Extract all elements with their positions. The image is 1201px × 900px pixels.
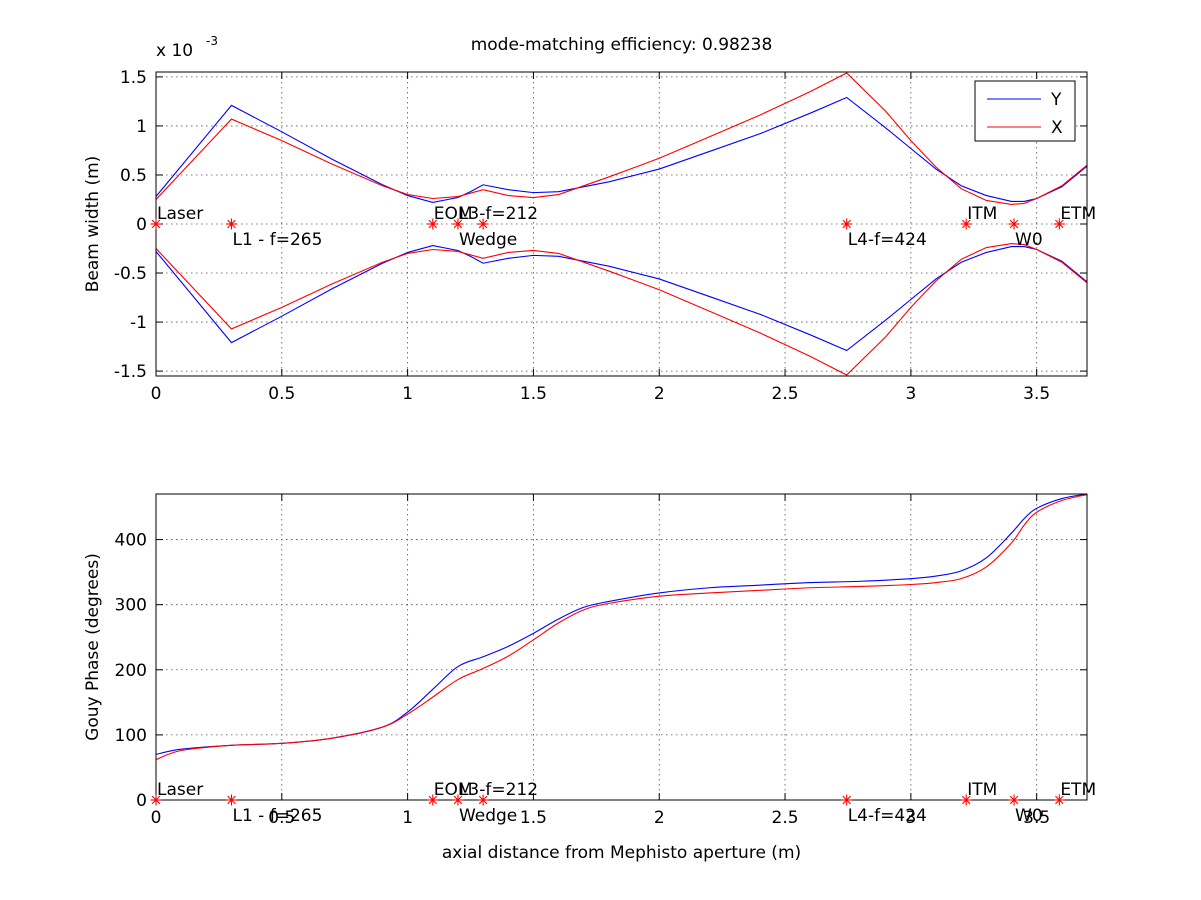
gouy-phase-component-marker: [477, 794, 489, 806]
beam-width-y-tick-label: 1: [136, 117, 147, 137]
legend-box: [974, 80, 1076, 142]
legend-label-y: Y: [1050, 90, 1062, 110]
gouy-phase-x-tick-label: 0.5: [268, 808, 295, 828]
beam-width-y-tick-label: 1.5: [120, 68, 147, 88]
beam-width-component-label: ITM: [967, 204, 997, 224]
beam-width-y-axis-label: Beam width (m): [83, 156, 103, 293]
gouy-phase-x-tick-label: 3: [905, 808, 916, 828]
beam-width-component-marker: [1053, 218, 1065, 230]
beam-width-y-tick-label: 0: [136, 215, 147, 235]
beam-width-component-label: L1 - f=265: [232, 230, 322, 250]
beam-width-legend: YX: [974, 80, 1076, 142]
beam-width-component-marker: [477, 218, 489, 230]
beam-width-x-tick-label: 1.5: [520, 384, 547, 404]
gouy-phase-x-tick-label: 0: [151, 808, 162, 828]
beam-width-series-x-line-negative: [156, 243, 1087, 376]
beam-width-chart-title: mode-matching efficiency: 0.98238: [471, 35, 773, 55]
legend-label-x: X: [1051, 118, 1063, 138]
beam-width-component-label: L3-f=212: [459, 204, 538, 224]
gouy-phase-component-marker: [1008, 794, 1020, 806]
beam-width-x-tick-label: 3.5: [1023, 384, 1050, 404]
beam-width-y-exponent-power: -3: [206, 34, 218, 48]
beam-width-y-tick-label: 0.5: [120, 166, 147, 186]
gouy-phase-series-group: [156, 494, 1087, 761]
beam-width-component-marker: [1008, 218, 1020, 230]
gouy-phase-x-tick-label: 2.5: [772, 808, 799, 828]
gouy-phase-series-red-line: [156, 494, 1087, 761]
gouy-phase-x-tick-label: 1.5: [520, 808, 547, 828]
beam-width-x-tick-label: 1: [402, 384, 413, 404]
beam-width-component-label: L4-f=424: [848, 230, 927, 250]
beam-width-component-marker: [960, 218, 972, 230]
gouy-phase-component-marker: [150, 794, 162, 806]
gouy-phase-axes-box: [155, 493, 1088, 801]
gouy-phase-component-label: L3-f=212: [459, 780, 538, 800]
gouy-phase-y-tick-label: 300: [115, 596, 147, 616]
gouy-phase-component-label: ETM: [1060, 780, 1096, 800]
beam-width-component-marker: [225, 218, 237, 230]
beam-width-component-marker: [841, 218, 853, 230]
beam-width-series-group: [156, 72, 1087, 376]
gouy-phase-component-marker: [225, 794, 237, 806]
gouy-phase-component-label: W0: [1015, 806, 1043, 826]
gouy-phase-component-label: EOM: [434, 780, 473, 800]
gouy-phase-y-axis-label: Gouy Phase (degrees): [83, 553, 103, 741]
gouy-phase-panel: 0 0.5 1 1.5 2 2.5 3 3.5 0 100 200 300 400 Gouy Phase …: [83, 493, 1096, 863]
beam-width-x-tick-label: 2.5: [772, 384, 799, 404]
beam-width-component-label: EOM: [434, 204, 473, 224]
gouy-phase-component-marker: [427, 794, 439, 806]
gouy-phase-y-tick-label: 0: [136, 791, 147, 811]
gouy-phase-component-label: L4-f=424: [848, 806, 927, 826]
gouy-phase-x-tick-label: 1: [402, 808, 413, 828]
gouy-phase-x-axis-label: axial distance from Mephisto aperture (m…: [442, 843, 801, 863]
beam-width-component-marker: [150, 218, 162, 230]
gouy-phase-y-tick-label: 200: [115, 661, 147, 681]
beam-width-y-tick-label: -0.5: [114, 264, 147, 284]
beam-width-series-x-line: [156, 72, 1087, 205]
gouy-phase-x-tick-label: 2: [654, 808, 665, 828]
beam-width-y-exponent-label: x 10: [156, 41, 193, 61]
beam-width-x-tick-label: 3: [905, 384, 916, 404]
beam-width-y-tick-label: -1: [130, 313, 147, 333]
beam-width-component-label: Laser: [157, 204, 203, 224]
gouy-phase-x-tick-label: 3.5: [1023, 808, 1050, 828]
gouy-phase-component-marker: [1053, 794, 1065, 806]
gouy-phase-component-marker: [841, 794, 853, 806]
beam-width-component-marker: [452, 218, 464, 230]
beam-width-component-marker: [427, 218, 439, 230]
beam-width-component-label: ETM: [1060, 204, 1096, 224]
beam-width-y-tick-label: -1.5: [114, 362, 147, 382]
gouy-phase-component-label: Laser: [157, 780, 203, 800]
gouy-phase-component-label: L1 - f=265: [232, 806, 322, 826]
beam-width-component-label: W0: [1015, 230, 1043, 250]
beam-width-panel: 0 0.5 1 1.5 2 2.5 3 3.5 -1.5 -1 -0.5 0 0.5 1 1.5 Beam w…: [83, 34, 1096, 404]
gouy-phase-component-marker: [960, 794, 972, 806]
beam-width-x-tick-label: 0: [151, 384, 162, 404]
beam-width-x-tick-label: 0.5: [268, 384, 295, 404]
beam-width-component-label: Wedge: [459, 230, 517, 250]
gouy-phase-y-tick-label: 400: [115, 531, 147, 551]
beam-width-x-tick-label: 2: [654, 384, 665, 404]
gouy-phase-component-label: Wedge: [459, 806, 517, 826]
gouy-phase-component-marker: [452, 794, 464, 806]
gouy-phase-y-tick-label: 100: [115, 726, 147, 746]
gouy-phase-component-label: ITM: [967, 780, 997, 800]
